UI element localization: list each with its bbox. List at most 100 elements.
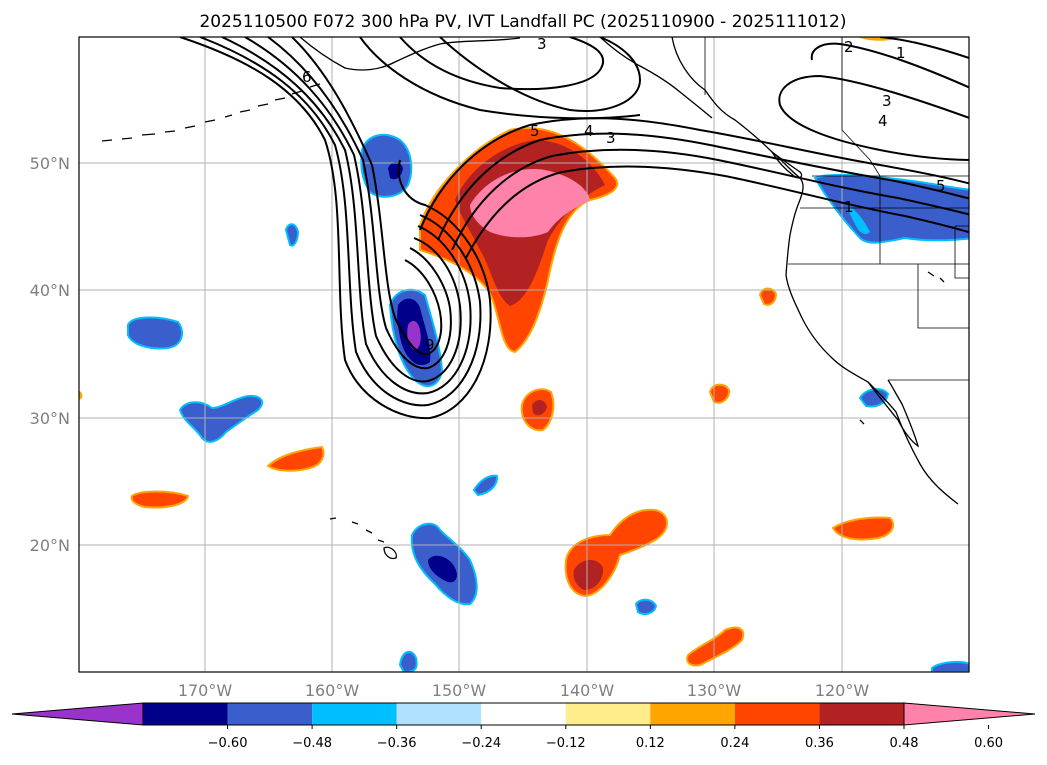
lat-label-40n: 40°N bbox=[30, 281, 70, 300]
north-america-coast bbox=[671, 37, 959, 505]
colorbar-segment bbox=[650, 703, 735, 725]
negative-blob-9n-111w bbox=[931, 660, 969, 672]
contour-label: 4 bbox=[878, 112, 888, 130]
trough-contour-2 bbox=[199, 37, 482, 407]
contour-label: 2 bbox=[844, 38, 854, 56]
colorbar-tick-label: −0.36 bbox=[377, 736, 417, 751]
positive-shading bbox=[79, 37, 900, 667]
jet-contour-1 bbox=[419, 117, 969, 231]
negative-blob-pnw-inner bbox=[848, 205, 870, 234]
colorbar-tick-label: −0.12 bbox=[546, 736, 586, 751]
lon-label-120w: 120°W bbox=[815, 681, 870, 700]
lon-label-130w: 130°W bbox=[687, 681, 742, 700]
colorbar-extend-min bbox=[11, 702, 144, 726]
contour-label: 3 bbox=[882, 92, 892, 110]
trough-contour-6 bbox=[291, 37, 443, 356]
contour-label: 3 bbox=[606, 129, 616, 147]
colorbar bbox=[11, 702, 1036, 726]
contour-label: 6 bbox=[302, 68, 312, 86]
trough-contour-5 bbox=[267, 37, 452, 370]
contour-label: 5 bbox=[936, 177, 946, 195]
lon-label-160w: 160°W bbox=[305, 681, 360, 700]
baja-california bbox=[867, 379, 920, 448]
colorbar-tick-label: −0.24 bbox=[461, 736, 501, 751]
map-title: 2025110500 F072 300 hPa PV, IVT Landfall… bbox=[199, 12, 846, 32]
negative-blob-30n-170w bbox=[178, 394, 264, 443]
colorbar-outline bbox=[142, 702, 905, 726]
ridge-contour-c bbox=[359, 37, 641, 120]
nv-border bbox=[917, 264, 969, 329]
contour-label: 3 bbox=[537, 35, 547, 53]
mt-border bbox=[954, 225, 969, 279]
map-panel: 3 2 1 3 4 5 6 5 4 3 1 9 bbox=[79, 35, 969, 672]
contour-label: 1 bbox=[844, 198, 854, 216]
hawaii-islands bbox=[329, 517, 397, 560]
trough-contour-1 bbox=[179, 37, 492, 420]
positive-blob-32n-130w bbox=[708, 383, 731, 404]
colorbar-segment bbox=[734, 703, 820, 725]
contours bbox=[179, 37, 969, 420]
coastal-islands bbox=[859, 271, 945, 425]
colorbar-segment bbox=[565, 703, 651, 725]
contour-labels: 3 2 1 3 4 5 6 5 4 3 1 9 bbox=[302, 35, 946, 354]
lon-label-140w: 140°W bbox=[560, 681, 615, 700]
colorbar-tick-label: −0.48 bbox=[292, 736, 332, 751]
east-ridge-contour-2 bbox=[810, 42, 969, 89]
positive-blob-edge-w bbox=[79, 390, 83, 400]
positive-blob-33n-145w-core bbox=[532, 399, 547, 416]
colorbar-segment bbox=[819, 703, 904, 725]
negative-blob-46n-160w bbox=[284, 223, 300, 247]
contour-label: 1 bbox=[896, 44, 906, 62]
negative-blob-15n-136w bbox=[634, 598, 658, 615]
lat-label-20n: 20°N bbox=[30, 536, 70, 555]
east-ridge-contour-1 bbox=[778, 74, 969, 161]
alaska-coast bbox=[299, 37, 521, 71]
lon-label-150w: 150°W bbox=[432, 681, 487, 700]
jet-contour-2 bbox=[437, 132, 969, 241]
jet-contour-3 bbox=[451, 148, 969, 251]
negative-blob-37n-175w bbox=[127, 316, 184, 350]
colorbar-extend-max bbox=[903, 702, 1036, 726]
colorbar-segment bbox=[227, 703, 313, 725]
aleutian-islands bbox=[101, 83, 321, 142]
longitude-labels: 170°W 160°W 150°W 140°W 130°W 120°W bbox=[178, 681, 870, 700]
negative-shading bbox=[127, 133, 969, 672]
positive-blob-18n-140w-core bbox=[573, 559, 604, 590]
colorbar-segment bbox=[396, 703, 482, 725]
trough-contour-4 bbox=[244, 37, 462, 383]
contour-label: 9 bbox=[425, 336, 435, 354]
main-positive-blob-core bbox=[470, 169, 590, 238]
map-frame bbox=[78, 36, 970, 673]
latitude-labels: 50°N 40°N 30°N 20°N bbox=[30, 154, 70, 555]
lon-label-170w: 170°W bbox=[178, 681, 233, 700]
negative-blob-pnw bbox=[813, 173, 969, 244]
colorbar-tick-label: 0.48 bbox=[890, 736, 919, 751]
coastlines bbox=[101, 37, 959, 560]
colorbar-segment bbox=[143, 703, 228, 725]
contour-label: 4 bbox=[584, 122, 594, 140]
colorbar-ticks: −0.60 −0.48 −0.36 −0.24 −0.12 0.12 0.24 0.36 0.4… bbox=[208, 725, 1003, 751]
lat-label-30n: 30°N bbox=[30, 409, 70, 428]
negative-blob-18n-152w-core bbox=[428, 555, 457, 583]
positive-blob-26n-163w bbox=[266, 445, 325, 472]
graticule bbox=[79, 37, 969, 672]
negative-blob-50n-155w bbox=[360, 133, 413, 198]
jet-contour-4 bbox=[465, 165, 969, 259]
colorbar-tick-label: 0.60 bbox=[974, 736, 1003, 751]
negative-blob-31n-117w bbox=[858, 388, 890, 408]
vancouver-island bbox=[771, 151, 803, 179]
ridge-contour-b bbox=[439, 37, 642, 112]
negative-blob-25n-148w bbox=[472, 474, 499, 497]
negative-blob-9n-153w bbox=[398, 650, 418, 672]
gulf-alaska-coast bbox=[599, 37, 713, 119]
positive-blob-22n-120w bbox=[831, 516, 895, 541]
colorbar-tick-label: −0.60 bbox=[208, 736, 248, 751]
colorbar-tick-label: 0.12 bbox=[636, 736, 665, 751]
positive-blob-38n-126w bbox=[758, 287, 778, 306]
colorbar-segment bbox=[481, 703, 566, 725]
colorbar-segment bbox=[312, 703, 397, 725]
colorbar-tick-label: 0.24 bbox=[720, 736, 749, 751]
colorbar-tick-label: 0.36 bbox=[805, 736, 834, 751]
east-ridge-contour-3 bbox=[879, 37, 969, 60]
positive-blob-12n-129w bbox=[686, 626, 745, 667]
